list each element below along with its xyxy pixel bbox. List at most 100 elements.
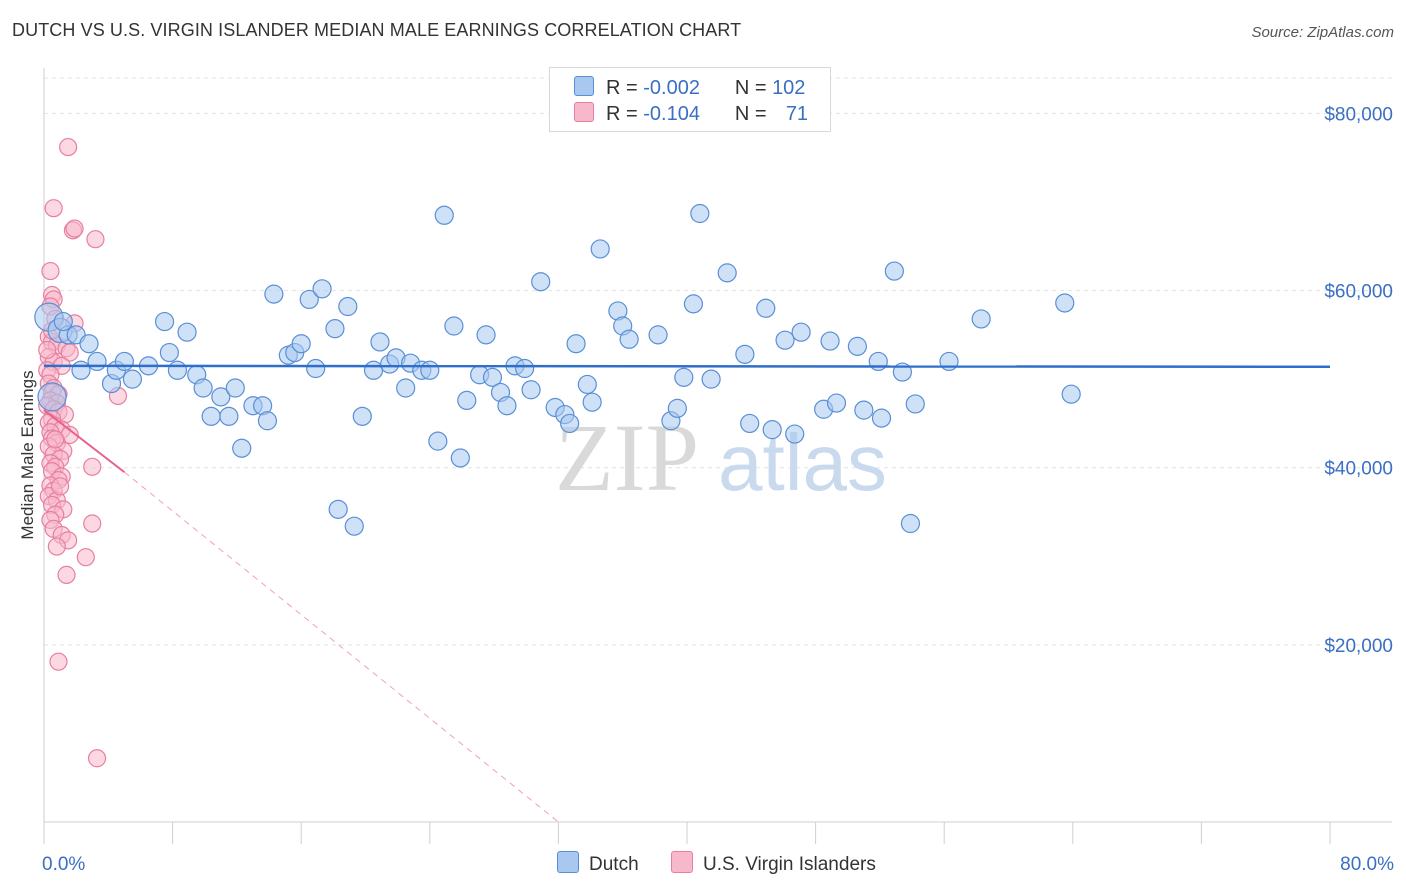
dutch-point (648, 325, 668, 345)
dutch-point (167, 360, 188, 380)
dutch-point (71, 360, 91, 380)
dutch-point (690, 203, 710, 224)
dutch-point (328, 499, 348, 519)
dutch-point (619, 329, 639, 349)
dutch-point (847, 336, 867, 356)
bottom-legend-vi-label: U.S. Virgin Islanders (703, 854, 876, 875)
vi-point (87, 749, 107, 768)
dutch-point (820, 331, 840, 351)
dutch-point (515, 358, 535, 379)
legend-n-label: N = (734, 77, 767, 99)
dutch-point (740, 413, 760, 434)
dutch-point (219, 406, 239, 426)
vi-point (76, 548, 95, 567)
dutch-point (457, 390, 477, 410)
dutch-point (225, 378, 245, 398)
dutch-point (566, 334, 586, 354)
y-tick-label: $40,000 (1324, 459, 1393, 480)
dutch-trend-line (43, 364, 1331, 368)
dutch-point (211, 387, 231, 407)
legend-dutch-n: 102 (772, 77, 806, 99)
dutch-point (971, 309, 991, 329)
dutch-point (193, 378, 213, 398)
dutch-point (482, 367, 503, 387)
dutch-point (476, 325, 496, 345)
dutch-point (159, 342, 179, 363)
grid-lines (44, 77, 1392, 646)
vi-point (41, 261, 60, 281)
bottom-legend-dutch-label: Dutch (589, 854, 639, 875)
source-note: Source: ZipAtlas.com (1251, 24, 1394, 41)
vi-point (59, 137, 78, 157)
legend-row-virgin-islanders: R = -0.104 N = 71 (574, 102, 808, 126)
y-tick-label: $80,000 (1324, 104, 1393, 125)
dutch-point (325, 319, 345, 339)
series-virgin-islanders (38, 137, 128, 768)
dutch-swatch (574, 76, 594, 96)
vi-point (57, 565, 76, 584)
dutch-point (560, 413, 580, 434)
dutch-point (674, 367, 694, 387)
dutch-point (785, 424, 805, 444)
dutch-point (717, 263, 737, 283)
dutch-point (868, 351, 888, 372)
bottom-legend-virgin-islanders: U.S. Virgin Islanders (671, 851, 876, 876)
dutch-point (791, 322, 811, 342)
dutch-point (577, 374, 597, 395)
dutch-point (201, 406, 221, 426)
watermark: ZIP atlas (555, 404, 887, 511)
legend-dutch-r: -0.002 (643, 77, 700, 99)
dutch-point (826, 393, 847, 413)
dutch-point (291, 334, 311, 354)
dutch-point (701, 369, 721, 389)
dutch-point (434, 205, 454, 225)
dutch-point (735, 344, 755, 364)
dutch-point (775, 330, 795, 350)
legend-n-label: N = (734, 103, 767, 125)
dutch-point (521, 380, 541, 400)
dutch-point (264, 284, 284, 304)
dutch-point (884, 261, 904, 281)
vi-point (86, 230, 105, 249)
vi-point (83, 457, 102, 476)
dutch-point (79, 334, 99, 354)
dutch-point (312, 279, 332, 299)
dutch-point (232, 438, 252, 458)
legend-r-label: R = (606, 77, 638, 99)
vi-swatch (671, 851, 693, 873)
chart-title: DUTCH VS U.S. VIRGIN ISLANDER MEDIAN MAL… (12, 20, 742, 40)
trend-lines (43, 364, 1331, 823)
dutch-point (1061, 384, 1081, 404)
vi-point (44, 199, 63, 218)
vi-point (46, 430, 65, 449)
dutch-swatch (557, 851, 579, 873)
vi-trend-line (43, 409, 125, 473)
dutch-point (428, 431, 448, 451)
dutch-point (53, 311, 73, 332)
dutch-point (905, 394, 925, 414)
correlation-legend: R = -0.002 N = 102 R = -0.104 N = 71 (549, 67, 831, 132)
dutch-point (154, 311, 175, 332)
dutch-point (762, 420, 782, 440)
legend-vi-n: 71 (785, 103, 809, 125)
dutch-point (667, 398, 687, 418)
vi-swatch (574, 102, 594, 122)
y-axis-label: Median Male Earnings (18, 370, 37, 539)
dutch-point (683, 294, 704, 314)
dutch-point (531, 272, 551, 292)
dutch-point (37, 382, 67, 412)
legend-row-dutch: R = -0.002 N = 102 (574, 76, 805, 100)
dutch-point (396, 378, 416, 398)
dutch-point (590, 239, 610, 259)
dutch-point (854, 400, 874, 420)
dutch-point (444, 316, 464, 336)
vi-point (83, 514, 102, 533)
dutch-point (352, 406, 372, 426)
vi-point (47, 537, 66, 556)
series-dutch (34, 203, 1081, 536)
vi-trend-extension (124, 471, 559, 823)
dutch-point (306, 358, 326, 379)
x-tick-label: 80.0% (1340, 854, 1394, 875)
y-tick-label: $60,000 (1324, 282, 1393, 303)
